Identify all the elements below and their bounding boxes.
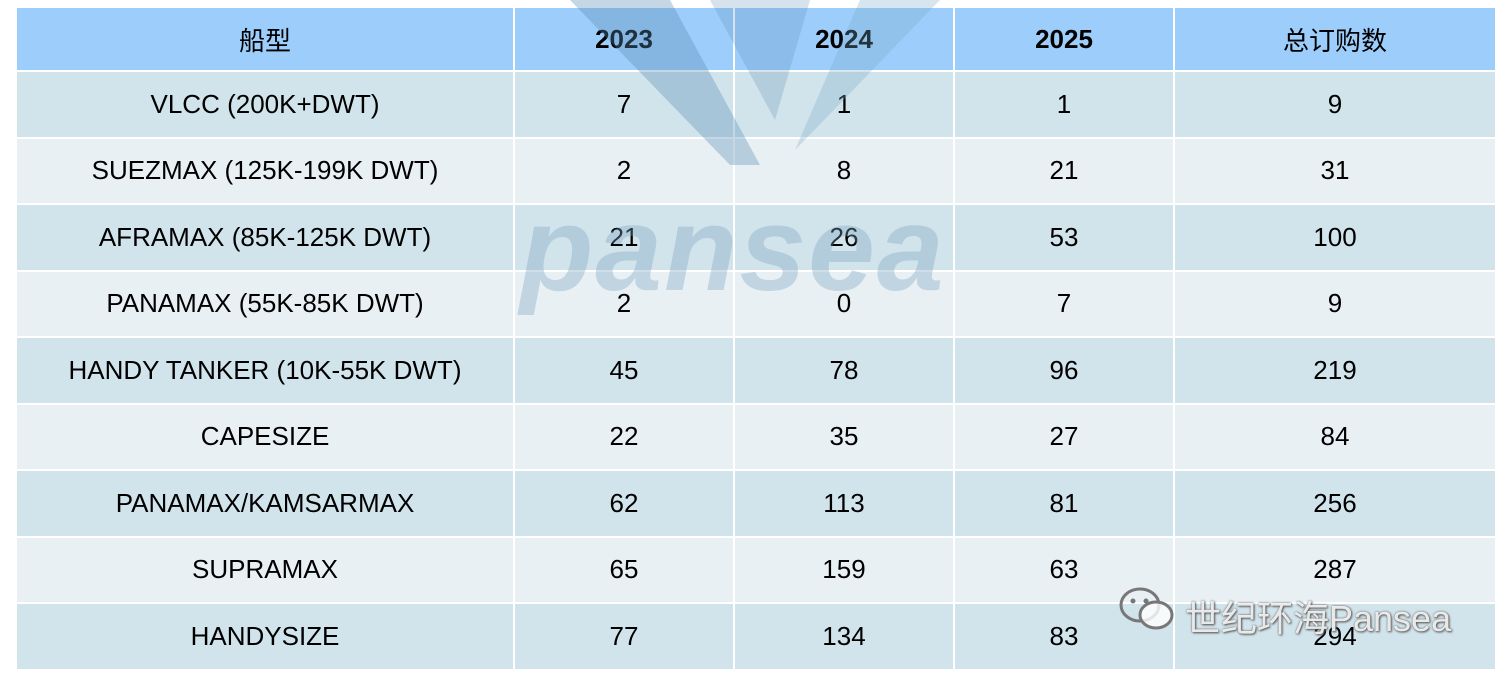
- number-cell: 81: [955, 471, 1173, 536]
- number-cell: 26: [735, 205, 953, 270]
- number-cell: 7: [515, 72, 733, 137]
- number-cell: 9: [1175, 271, 1495, 336]
- number-cell: 134: [735, 604, 953, 669]
- number-cell: 65: [515, 537, 733, 602]
- number-cell: 84: [1175, 404, 1495, 469]
- number-cell: 83: [955, 604, 1173, 669]
- type-cell: PANAMAX/KAMSARMAX: [17, 471, 513, 536]
- number-cell: 0: [735, 271, 953, 336]
- number-cell: 21: [955, 138, 1173, 203]
- number-cell: 8: [735, 138, 953, 203]
- number-cell: 77: [515, 604, 733, 669]
- type-cell: AFRAMAX (85K-125K DWT): [17, 205, 513, 270]
- number-cell: 63: [955, 537, 1173, 602]
- number-cell: 100: [1175, 205, 1495, 270]
- number-cell: 31: [1175, 138, 1495, 203]
- header-cell: 船型: [17, 8, 513, 70]
- number-cell: 1: [735, 72, 953, 137]
- type-cell: VLCC (200K+DWT): [17, 72, 513, 137]
- number-cell: 2: [515, 138, 733, 203]
- number-cell: 96: [955, 338, 1173, 403]
- type-cell: HANDYSIZE: [17, 604, 513, 669]
- number-cell: 27: [955, 404, 1173, 469]
- type-cell: PANAMAX (55K-85K DWT): [17, 271, 513, 336]
- number-cell: 159: [735, 537, 953, 602]
- number-cell: 287: [1175, 537, 1495, 602]
- number-cell: 219: [1175, 338, 1495, 403]
- type-cell: SUEZMAX (125K-199K DWT): [17, 138, 513, 203]
- number-cell: 22: [515, 404, 733, 469]
- number-cell: 62: [515, 471, 733, 536]
- header-cell: 总订购数: [1175, 8, 1495, 70]
- number-cell: 294: [1175, 604, 1495, 669]
- header-cell: 2025: [955, 8, 1173, 70]
- number-cell: 2: [515, 271, 733, 336]
- number-cell: 45: [515, 338, 733, 403]
- header-cell: 2023: [515, 8, 733, 70]
- number-cell: 256: [1175, 471, 1495, 536]
- type-cell: HANDY TANKER (10K-55K DWT): [17, 338, 513, 403]
- number-cell: 35: [735, 404, 953, 469]
- number-cell: 21: [515, 205, 733, 270]
- header-cell: 2024: [735, 8, 953, 70]
- number-cell: 9: [1175, 72, 1495, 137]
- number-cell: 113: [735, 471, 953, 536]
- number-cell: 7: [955, 271, 1173, 336]
- wechat-icon: [1119, 587, 1174, 630]
- number-cell: 78: [735, 338, 953, 403]
- number-cell: 53: [955, 205, 1173, 270]
- type-cell: SUPRAMAX: [17, 537, 513, 602]
- type-cell: CAPESIZE: [17, 404, 513, 469]
- number-cell: 1: [955, 72, 1173, 137]
